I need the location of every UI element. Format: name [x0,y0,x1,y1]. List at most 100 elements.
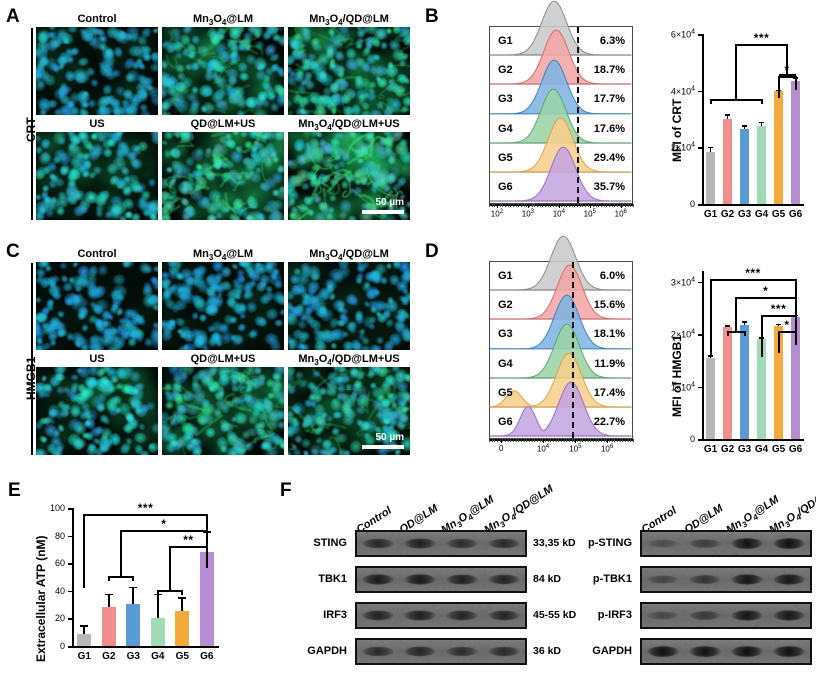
flow-axis-tick [501,439,503,443]
flow-axis-minor-tick [619,204,621,207]
error-bar [760,121,763,127]
y-axis-tick-label: 0 [59,641,65,651]
flow-axis-minor-tick [550,204,552,207]
significance-tick [132,576,135,581]
significance-tick [120,530,122,576]
flow-axis-tick [496,204,498,208]
y-axis-tick-label: 80 [54,530,65,541]
flow-curve [489,381,632,437]
micro-image [36,367,158,455]
micro-image [288,27,410,115]
significance-tick [777,76,780,98]
flow-axis-minor-tick [603,204,605,207]
flow-axis-minor-tick [603,439,605,442]
flow-axis-minor-tick [569,439,570,442]
y-axis-tick [698,281,702,283]
flow-axis-minor-tick [566,439,568,442]
flow-axis-hmgb1: 0 104 105 106 [489,439,634,457]
wb-strip [355,638,527,665]
flow-axis-minor-tick [499,204,501,207]
y-axis-tick-label: 40 [54,585,65,596]
flow-axis-minor-tick [561,439,562,442]
error-bar [726,114,729,119]
significance-stars: *** [770,302,787,316]
flow-axis-minor-tick [558,439,560,442]
micro-col-label: Mn3O4/QD@LM [309,248,389,263]
y-axis-tick-label: 4×104 [670,85,695,97]
flow-histogram-hmgb1: G1 6.0% G2 15.6% G3 18.1% G4 11.9% G5 17.4% G6 22.7… [489,235,633,439]
micro-col-label: Control [77,248,117,260]
y-axis-tick [698,386,702,388]
error-bar [181,597,184,611]
panel-letter-d: D [425,241,439,262]
panel-letter-f: F [280,480,292,501]
scale-bar-label: 50 µm [375,432,404,443]
significance-tick [181,590,184,595]
significance-tick [726,331,729,336]
flow-percent-label: 17.6% [593,122,625,135]
flow-axis-minor-tick [611,204,613,207]
flow-axis-tick [575,439,577,443]
flow-axis-minor-tick [510,204,512,207]
flow-axis-tick-label: 105 [583,209,596,219]
micro-col-label: Mn3O4@LM [193,248,253,263]
y-axis-tick-label: 0 [689,199,695,209]
flow-axis-minor-tick [595,439,597,442]
y-axis-tick-label: 3×104 [670,276,695,287]
flow-axis-minor-tick [606,439,608,442]
flow-percent-label: 17.7% [593,93,625,106]
y-axis-tick [68,646,72,648]
flow-percent-label: 29.4% [593,151,625,164]
y-axis-tick-label: 100 [49,503,65,513]
flow-axis-minor-tick [494,204,496,207]
x-axis-tick-label: G2 [720,209,735,220]
micro-col-label: US [89,353,105,365]
flow-axis-minor-tick [601,439,602,442]
x-axis-tick-label: G1 [77,651,91,662]
flow-threshold-line [572,262,575,438]
significance-tick [777,331,780,353]
micro-image [162,367,284,455]
micro-image [36,262,158,350]
wb-strip [355,602,527,629]
microscopy-grid-hmgb1: Control Mn3O4@LM Mn3O4/QD@LM US QD@LM+US Mn3O… [36,247,410,455]
x-axis-tick-label: G4 [754,444,769,455]
flow-axis-tick [543,439,544,443]
flow-axis-minor-tick [630,439,632,442]
flow-axis-minor-tick [502,204,504,207]
flow-axis-minor-tick [609,204,610,207]
x-axis-tick-label: G2 [102,651,116,662]
flow-gate-label: G4 [498,357,513,370]
scale-bar [362,210,404,214]
flow-axis-tick-label: 104 [536,444,550,454]
significance-bracket [778,76,796,78]
flow-axis-tick-label: 106 [600,444,614,454]
bar-chart-mfi-hmgb1: 0 1×104 2×104 3×104 MFI of HMGB1 G1 G2 G3 G4 G5 G6… [660,257,810,463]
flow-axis-minor-tick [537,204,538,207]
bar [77,634,92,646]
x-axis [702,204,804,206]
flow-axis-minor-tick [587,439,589,442]
error-bar [743,125,746,129]
flow-axis-minor-tick [523,439,525,442]
flow-axis-minor-tick [625,439,626,442]
significance-subbracket [710,99,762,101]
significance-tick [794,315,797,335]
error-bar [132,586,135,604]
bar [126,603,141,646]
scale-bar [362,445,404,449]
flow-histogram-crt: G1 6.3% G2 18.7% G3 17.7% G4 17.6% G5 29.4% G6 35.7… [489,0,633,204]
significance-subbracket [108,576,134,578]
micro-col-label: Mn3O4@LM [193,13,253,28]
flow-axis-minor-tick [537,439,538,442]
flow-axis-minor-tick [617,439,618,442]
flow-axis-minor-tick [555,204,557,207]
x-axis-tick-label: G2 [720,444,735,455]
flow-axis-tick-label: 106 [614,209,627,219]
significance-subbracket [727,331,745,333]
micro-col-label: Control [77,13,117,25]
flow-curve [489,29,631,85]
wb-protein-label: TBK1 [318,572,347,585]
flow-curve [490,323,632,379]
significance-tick [760,315,763,357]
